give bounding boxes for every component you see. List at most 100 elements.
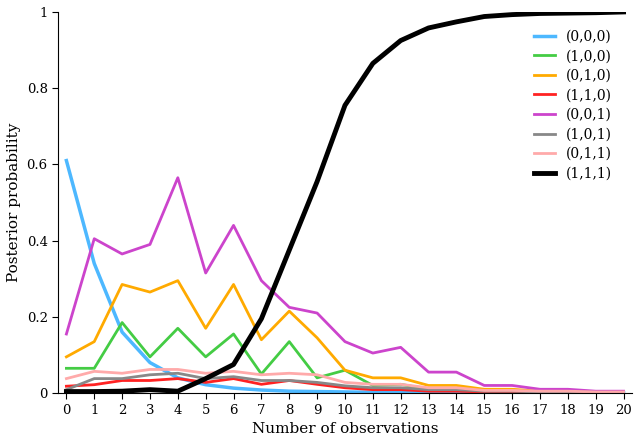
(0,0,0) xyxy=(202,382,209,387)
Line: (0,0,0): (0,0,0) xyxy=(67,161,623,392)
(1,0,0) xyxy=(536,389,544,395)
(0,0,1) xyxy=(481,383,488,388)
(1,0,0) xyxy=(481,389,488,394)
(0,0,1) xyxy=(257,278,265,284)
(0,1,0) xyxy=(592,389,600,395)
(0,1,0) xyxy=(313,335,321,341)
(0,0,1) xyxy=(202,270,209,276)
Legend: (0,0,0), (1,0,0), (0,1,0), (1,1,0), (0,0,1), (1,0,1), (0,1,1), (1,1,1): (0,0,0), (1,0,0), (0,1,0), (1,1,0), (0,0… xyxy=(527,23,620,187)
(1,1,0) xyxy=(425,389,433,394)
(1,1,1) xyxy=(508,12,516,17)
Y-axis label: Posterior probability: Posterior probability xyxy=(7,123,21,282)
(0,1,1) xyxy=(313,372,321,377)
(1,1,1) xyxy=(452,19,460,24)
(1,1,1) xyxy=(90,389,98,394)
(0,1,0) xyxy=(508,387,516,392)
(1,1,1) xyxy=(230,362,237,367)
(1,1,1) xyxy=(620,9,627,15)
(0,0,0) xyxy=(285,389,293,394)
(0,1,1) xyxy=(118,371,126,376)
(1,1,0) xyxy=(536,390,544,395)
(0,0,0) xyxy=(369,390,377,395)
(0,1,0) xyxy=(230,282,237,287)
(1,0,1) xyxy=(564,389,572,395)
(0,1,1) xyxy=(257,372,265,377)
(1,1,0) xyxy=(369,387,377,392)
(1,0,0) xyxy=(452,387,460,392)
(1,0,1) xyxy=(230,374,237,379)
(0,1,1) xyxy=(202,371,209,376)
(1,0,0) xyxy=(397,382,404,387)
(0,1,0) xyxy=(90,339,98,344)
(1,0,1) xyxy=(536,389,544,395)
(1,1,0) xyxy=(397,387,404,392)
(1,1,0) xyxy=(592,390,600,395)
(1,0,0) xyxy=(508,389,516,394)
(1,1,1) xyxy=(536,11,544,16)
(0,0,0) xyxy=(508,390,516,395)
(1,1,1) xyxy=(481,14,488,19)
(0,0,1) xyxy=(118,251,126,256)
(1,0,0) xyxy=(257,371,265,377)
(0,1,1) xyxy=(369,382,377,387)
(0,1,0) xyxy=(481,387,488,392)
(0,0,1) xyxy=(452,369,460,375)
(0,0,1) xyxy=(536,387,544,392)
(0,1,1) xyxy=(536,389,544,394)
(0,0,0) xyxy=(592,390,600,395)
(0,0,1) xyxy=(313,311,321,316)
(0,0,0) xyxy=(564,390,572,395)
Line: (1,1,1): (1,1,1) xyxy=(67,12,623,392)
(0,1,1) xyxy=(425,385,433,390)
(0,0,0) xyxy=(397,390,404,395)
(1,1,1) xyxy=(285,248,293,253)
(1,0,0) xyxy=(620,390,627,395)
(0,0,0) xyxy=(90,261,98,266)
(1,1,1) xyxy=(174,389,182,394)
(0,0,1) xyxy=(397,345,404,350)
(0,1,1) xyxy=(397,382,404,387)
(0,1,1) xyxy=(285,371,293,376)
Line: (0,1,1): (0,1,1) xyxy=(67,369,623,392)
(1,0,0) xyxy=(285,339,293,344)
(0,1,0) xyxy=(341,368,349,373)
(0,1,0) xyxy=(452,383,460,388)
(1,0,0) xyxy=(313,375,321,381)
(1,0,0) xyxy=(341,368,349,373)
(1,0,1) xyxy=(118,376,126,381)
(1,1,0) xyxy=(174,376,182,381)
(1,1,1) xyxy=(397,38,404,43)
(0,0,1) xyxy=(63,331,70,337)
(1,0,1) xyxy=(425,387,433,392)
(0,0,0) xyxy=(174,375,182,381)
(1,0,1) xyxy=(369,385,377,390)
(0,0,0) xyxy=(536,390,544,395)
(1,0,1) xyxy=(452,387,460,392)
(1,0,1) xyxy=(202,376,209,381)
(0,1,0) xyxy=(118,282,126,287)
(1,0,0) xyxy=(90,365,98,371)
(0,0,1) xyxy=(564,387,572,392)
(1,0,0) xyxy=(592,390,600,395)
(0,0,1) xyxy=(146,242,154,247)
(0,1,0) xyxy=(425,383,433,388)
(1,1,1) xyxy=(341,103,349,108)
(1,0,0) xyxy=(564,389,572,395)
(1,1,0) xyxy=(508,389,516,395)
(0,0,0) xyxy=(230,385,237,391)
(0,0,1) xyxy=(620,389,627,394)
(0,0,1) xyxy=(369,350,377,356)
(0,1,1) xyxy=(63,376,70,381)
Line: (0,0,1): (0,0,1) xyxy=(67,178,623,391)
(0,1,1) xyxy=(564,389,572,394)
(0,0,0) xyxy=(452,390,460,395)
(0,1,0) xyxy=(285,308,293,314)
(1,0,1) xyxy=(341,383,349,389)
(1,0,0) xyxy=(174,326,182,331)
(1,0,0) xyxy=(146,354,154,360)
(1,1,0) xyxy=(257,382,265,387)
(0,1,1) xyxy=(174,367,182,372)
(0,1,0) xyxy=(63,354,70,360)
(0,1,1) xyxy=(452,385,460,390)
(1,0,0) xyxy=(425,387,433,392)
